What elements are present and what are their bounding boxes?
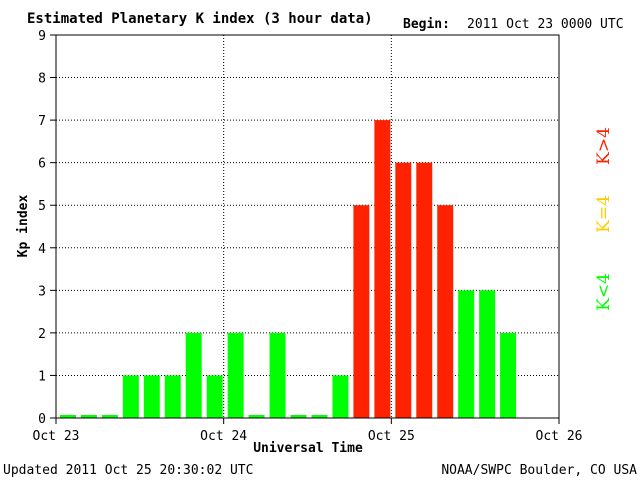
y-tick-label: 3 bbox=[38, 284, 46, 299]
kp-bar bbox=[164, 375, 181, 418]
begin-label: Begin: bbox=[403, 17, 450, 32]
y-tick-label: 1 bbox=[38, 369, 46, 384]
kp-bar bbox=[101, 415, 118, 418]
y-tick-label: 7 bbox=[38, 114, 46, 129]
kp-bar bbox=[143, 375, 160, 418]
kp-bar bbox=[80, 415, 97, 418]
x-tick-label: Oct 26 bbox=[536, 429, 583, 444]
legend-k-equals-4: K=4 bbox=[594, 195, 614, 233]
y-tick-label: 9 bbox=[38, 29, 46, 44]
begin-date: 2011 Oct 23 0000 UTC bbox=[467, 17, 624, 32]
x-tick-label: Oct 23 bbox=[33, 429, 80, 444]
kp-bar bbox=[479, 290, 496, 418]
y-axis-ticks: 0 1 2 3 4 5 6 7 8 9 bbox=[38, 29, 56, 427]
kp-bar bbox=[227, 332, 244, 418]
kp-bar bbox=[122, 375, 139, 418]
kp-bar bbox=[290, 415, 307, 418]
kp-bar bbox=[311, 415, 328, 418]
kp-bar bbox=[500, 332, 517, 418]
kp-bar bbox=[269, 332, 286, 418]
kp-bar bbox=[332, 375, 349, 418]
legend-k-greater-4: K>4 bbox=[594, 127, 614, 165]
y-tick-label: 0 bbox=[38, 412, 46, 427]
y-tick-label: 6 bbox=[38, 157, 46, 172]
plot-frame bbox=[55, 34, 560, 419]
y-tick-label: 5 bbox=[38, 199, 46, 214]
credit-text: NOAA/SWPC Boulder, CO USA bbox=[441, 463, 637, 478]
x-axis-title: Universal Time bbox=[253, 441, 363, 456]
chart-title: Estimated Planetary K index (3 hour data… bbox=[27, 11, 373, 27]
updated-timestamp: Updated 2011 Oct 25 20:30:02 UTC bbox=[3, 463, 253, 478]
kp-bar bbox=[416, 162, 433, 418]
y-axis-title: Kp index bbox=[16, 195, 31, 258]
y-tick-label: 4 bbox=[38, 242, 46, 257]
kp-bar bbox=[353, 205, 370, 418]
kp-bar bbox=[248, 415, 265, 418]
kp-bar bbox=[185, 332, 202, 418]
x-tick-label: Oct 25 bbox=[368, 429, 415, 444]
grid bbox=[56, 35, 559, 418]
kp-bar bbox=[374, 120, 391, 418]
legend-k-less-4: K<4 bbox=[594, 273, 614, 311]
kp-bar bbox=[395, 162, 412, 418]
kp-bar bbox=[206, 375, 223, 418]
x-tick-label: Oct 24 bbox=[200, 429, 247, 444]
kp-bar bbox=[437, 205, 454, 418]
kp-bar bbox=[458, 290, 475, 418]
y-tick-label: 8 bbox=[38, 72, 46, 87]
y-tick-label: 2 bbox=[38, 327, 46, 342]
kp-bar bbox=[60, 415, 76, 418]
bars bbox=[60, 120, 517, 418]
x-axis-ticks: Oct 23 Oct 24 Oct 25 Oct 26 bbox=[33, 418, 583, 444]
